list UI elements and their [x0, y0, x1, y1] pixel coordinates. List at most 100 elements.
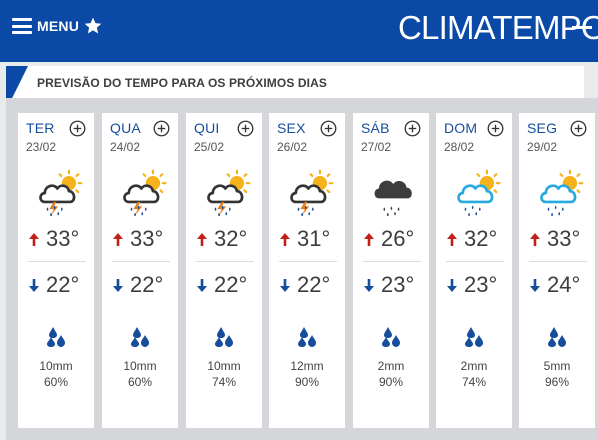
day-name: SEX [277, 120, 306, 136]
hamburger-icon [12, 18, 32, 34]
day-date: 24/02 [110, 140, 141, 154]
arrow-down-icon [530, 278, 540, 292]
arrow-up-icon [197, 232, 207, 246]
divider [196, 261, 254, 262]
storm-sun-icon [123, 169, 167, 217]
rain-drops-icon [547, 205, 564, 217]
raindrops-icon [47, 327, 65, 347]
day-card[interactable]: SEX 26/02 31° 22° 12mm 90% [269, 113, 345, 428]
rain-drops-icon [130, 205, 147, 217]
storm-sun-icon [290, 169, 334, 217]
raindrops-icon [298, 327, 316, 347]
max-temp-value: 32° [214, 226, 248, 251]
climatempo-logo[interactable]: CLIMATEMPO [398, 9, 598, 46]
max-temp-value: 26° [381, 226, 415, 251]
day-date: 25/02 [194, 140, 225, 154]
max-temp-value: 32° [464, 226, 498, 251]
divider [279, 261, 337, 262]
day-card[interactable]: SEG 29/02 33° 24° 5mm 96% [519, 113, 595, 428]
plus-circle-icon[interactable] [404, 120, 421, 137]
rain-amount: 5mm [543, 359, 571, 373]
max-temp-value: 33° [46, 226, 80, 251]
plus-circle-icon[interactable] [320, 120, 337, 137]
arrow-up-icon [280, 232, 290, 246]
min-temperature: 22° [28, 271, 79, 299]
lightning-icon [49, 201, 59, 216]
arrow-up-icon [447, 232, 457, 246]
day-name: SEG [527, 120, 558, 136]
day-card[interactable]: TER 23/02 33° 22° 10mm 60% [18, 113, 94, 428]
logo-underline [572, 26, 592, 29]
min-temperature: 22° [196, 271, 247, 299]
day-card[interactable]: QUI 25/02 32° 22° 10mm 74% [186, 113, 262, 428]
rain-probability: 60% [43, 375, 69, 389]
storm-sun-icon [39, 169, 83, 217]
min-temperature: 24° [529, 271, 580, 299]
min-temp-value: 22° [214, 272, 248, 297]
divider [112, 261, 170, 262]
plus-circle-icon[interactable] [237, 120, 254, 137]
rain-amount: 12mm [290, 359, 324, 373]
min-temp-value: 23° [381, 272, 415, 297]
lightning-icon [300, 201, 310, 216]
divider [529, 261, 587, 262]
day-date: 23/02 [26, 140, 57, 154]
min-temp-value: 22° [46, 272, 80, 297]
max-temperature: 32° [196, 225, 247, 253]
day-date: 28/02 [444, 140, 475, 154]
max-temp-value: 33° [130, 226, 164, 251]
max-temperature: 33° [112, 225, 163, 253]
raindrops-icon [131, 327, 149, 347]
max-temperature: 26° [363, 225, 414, 253]
section-title: PREVISÃO DO TEMPO PARA OS PRÓXIMOS DIAS [37, 76, 327, 90]
rain-sun-icon [457, 169, 501, 217]
rain-probability: 74% [211, 375, 237, 389]
arrow-up-icon [113, 232, 123, 246]
day-name: DOM [444, 120, 478, 136]
max-temperature: 33° [28, 225, 79, 253]
rain-cloud-icon [374, 180, 412, 217]
section-accent [6, 66, 28, 98]
day-date: 26/02 [277, 140, 308, 154]
lightning-icon [133, 201, 143, 216]
plus-circle-icon[interactable] [153, 120, 170, 137]
max-temp-value: 33° [547, 226, 581, 251]
rain-probability: 90% [378, 375, 404, 389]
raindrops-icon [548, 327, 566, 347]
day-card[interactable]: DOM 28/02 32° 23° 2mm 74% [436, 113, 512, 428]
raindrops-icon [215, 327, 233, 347]
arrow-down-icon [364, 278, 374, 292]
min-temperature: 22° [279, 271, 330, 299]
rain-amount: 2mm [460, 359, 488, 373]
arrow-down-icon [447, 278, 457, 292]
plus-circle-icon[interactable] [570, 120, 587, 137]
arrow-down-icon [197, 278, 207, 292]
plus-circle-icon[interactable] [69, 120, 86, 137]
day-card[interactable]: QUA 24/02 33° 22° 10mm 60% [102, 113, 178, 428]
rain-drops-icon [46, 205, 63, 217]
divider [446, 261, 504, 262]
rain-probability: 90% [294, 375, 320, 389]
arrow-down-icon [29, 278, 39, 292]
rain-drops-icon [464, 205, 481, 217]
day-date: 29/02 [527, 140, 558, 154]
min-temperature: 22° [112, 271, 163, 299]
rain-amount: 10mm [39, 359, 73, 373]
divider [28, 261, 86, 262]
max-temperature: 31° [279, 225, 330, 253]
min-temp-value: 22° [297, 272, 331, 297]
plus-circle-icon[interactable] [487, 120, 504, 137]
raindrops-icon [382, 327, 400, 347]
day-name: QUI [194, 120, 220, 136]
star-icon[interactable] [83, 16, 103, 36]
min-temperature: 23° [363, 271, 414, 299]
rain-drops-icon [214, 205, 231, 217]
rain-probability: 60% [127, 375, 153, 389]
max-temp-value: 31° [297, 226, 331, 251]
menu-button[interactable]: MENU [12, 18, 79, 34]
rain-drops-icon [297, 205, 314, 217]
arrow-down-icon [280, 278, 290, 292]
rain-probability: 96% [544, 375, 570, 389]
day-card[interactable]: SÁB 27/02 26° 23° 2mm 90% [353, 113, 429, 428]
section-header: PREVISÃO DO TEMPO PARA OS PRÓXIMOS DIAS [6, 66, 584, 98]
